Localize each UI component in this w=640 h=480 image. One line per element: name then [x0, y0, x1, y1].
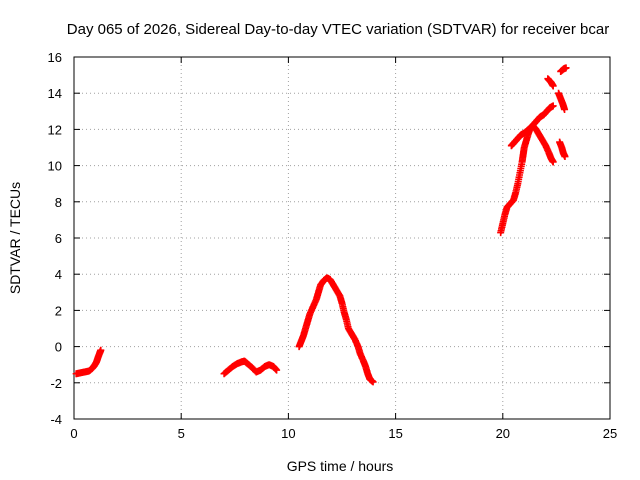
data-point — [549, 82, 557, 90]
x-tick-label: 0 — [70, 426, 77, 441]
y-tick-label: 6 — [55, 231, 62, 246]
data-points — [72, 64, 570, 386]
y-tick-label: 8 — [55, 195, 62, 210]
data-point — [562, 64, 570, 72]
y-tick-label: 10 — [48, 159, 62, 174]
x-tick-label: 5 — [178, 426, 185, 441]
data-point — [549, 158, 557, 166]
data-point — [273, 366, 281, 374]
data-point — [97, 346, 105, 354]
data-point — [549, 102, 557, 110]
y-tick-label: 12 — [48, 122, 62, 137]
data-point — [561, 105, 569, 113]
y-tick-label: -2 — [50, 376, 62, 391]
y-axis-label: SDTVAR / TECUs — [7, 182, 23, 294]
axis-ticks: 0 5 10 15 20 25 -4 -2 0 2 4 6 8 10 12 14 16 — [48, 50, 618, 441]
data-point — [369, 378, 377, 386]
data-point — [561, 153, 569, 161]
y-tick-label: 0 — [55, 340, 62, 355]
y-tick-label: 14 — [48, 86, 62, 101]
y-tick-label: 16 — [48, 50, 62, 65]
chart-title: Day 065 of 2026, Sidereal Day-to-day VTE… — [67, 21, 609, 38]
x-tick-label: 25 — [603, 426, 617, 441]
y-tick-label: 2 — [55, 303, 62, 318]
x-axis-label: GPS time / hours — [287, 458, 394, 474]
y-tick-label: -4 — [50, 412, 62, 427]
x-tick-label: 10 — [281, 426, 295, 441]
y-tick-label: 4 — [55, 267, 62, 282]
x-tick-label: 15 — [388, 426, 402, 441]
x-tick-label: 20 — [496, 426, 510, 441]
